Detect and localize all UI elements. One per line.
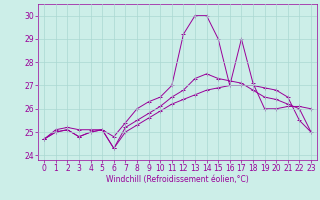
X-axis label: Windchill (Refroidissement éolien,°C): Windchill (Refroidissement éolien,°C) bbox=[106, 175, 249, 184]
